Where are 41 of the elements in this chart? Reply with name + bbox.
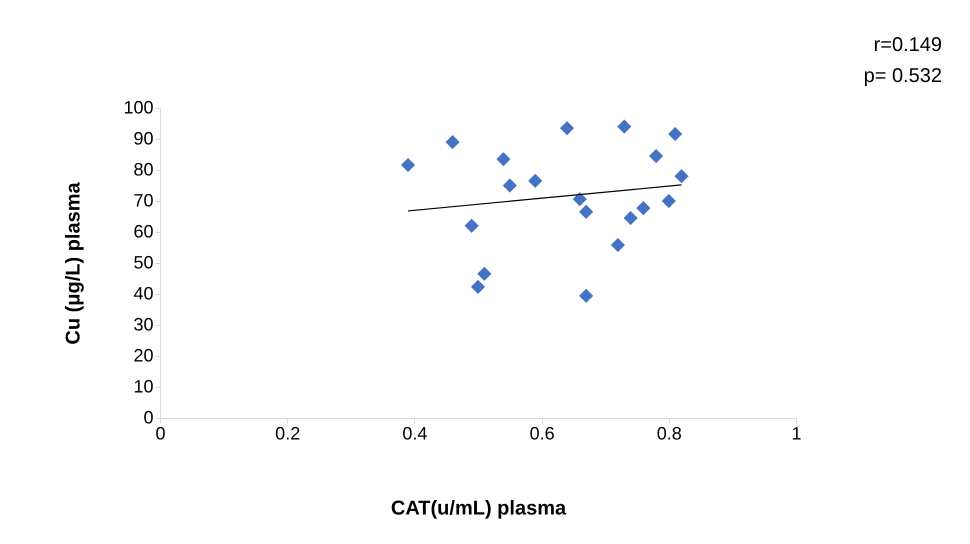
- y-axis-title: Cu (μg/L) plasma: [62, 182, 84, 345]
- y-tick-label: 80: [133, 160, 154, 180]
- x-tick-label: 0.6: [530, 424, 555, 444]
- point: [477, 266, 492, 281]
- y-tick-label: 90: [133, 128, 154, 148]
- point: [470, 280, 486, 294]
- point: [445, 135, 460, 150]
- y-tick-label: 100: [123, 98, 154, 118]
- x-tick-label: 0.8: [656, 424, 682, 444]
- x-tick-label: 0: [155, 424, 166, 444]
- point: [617, 120, 632, 134]
- point: [502, 178, 517, 193]
- x-axis-title: CAT(u/mL) plasma: [390, 498, 567, 520]
- point: [662, 194, 676, 208]
- y-tick-label: 50: [133, 252, 154, 272]
- y-tick-label: 20: [133, 346, 154, 366]
- point: [528, 174, 542, 188]
- point: [674, 169, 689, 184]
- point: [400, 158, 416, 172]
- point: [579, 288, 594, 303]
- y-tick-label: 30: [133, 314, 154, 334]
- point: [572, 192, 587, 206]
- y-tick-label: 10: [133, 376, 154, 396]
- point: [610, 238, 625, 252]
- point: [464, 218, 479, 233]
- y-tick-label: 60: [133, 222, 154, 242]
- point: [560, 121, 574, 136]
- point: [636, 201, 650, 216]
- point: [649, 148, 664, 164]
- y-tick-label: 40: [133, 284, 154, 304]
- point: [579, 204, 594, 219]
- y-tick-label: 0: [143, 408, 154, 428]
- x-tick-label: 0.2: [275, 424, 300, 444]
- x-tick-label: 1: [791, 424, 802, 444]
- y-tick-label: 70: [133, 190, 154, 210]
- point: [668, 126, 682, 142]
- text: p= 0.532: [864, 65, 942, 87]
- point: [496, 152, 511, 166]
- text: r=0.149: [874, 34, 942, 56]
- point: [624, 210, 638, 226]
- x-tick-label: 0.4: [402, 424, 428, 444]
